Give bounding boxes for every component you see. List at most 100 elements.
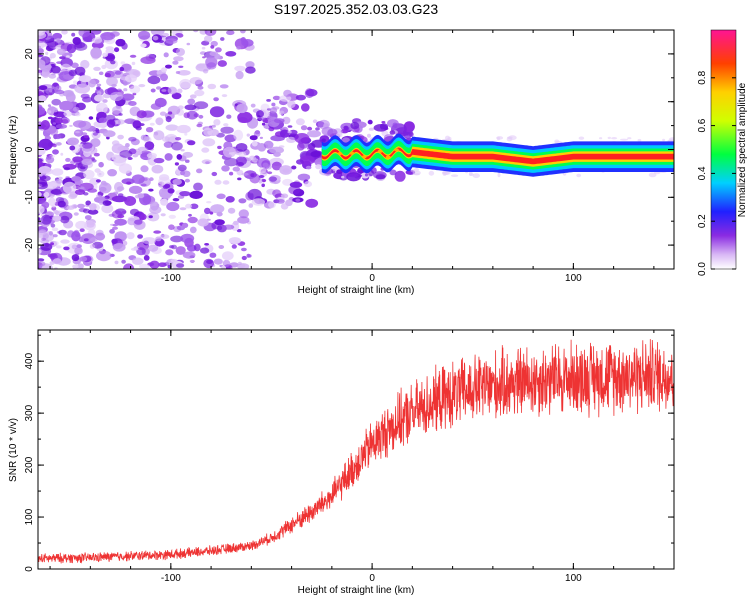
spectrogram-hotspot [377, 149, 383, 153]
spectrogram-noise-blob [222, 224, 235, 230]
colorbar-label: Normalized spectral amplitude [737, 82, 748, 217]
spectrogram-noise-blob [187, 140, 196, 146]
spectrogram-noise-blob [250, 173, 255, 178]
spectrogram-noise-blob [120, 61, 126, 65]
spectrogram-noise-blob [135, 126, 142, 131]
spectrogram-noise-blob [102, 99, 108, 103]
spectrogram-noise-blob [75, 220, 87, 230]
spectrogram-noise-blob [234, 65, 246, 72]
spectrogram-noise-blob [55, 211, 60, 216]
spectrogram-noise-blob [189, 94, 197, 99]
spectrogram-noise-blob [288, 185, 301, 195]
spectrogram-noise-blob [189, 226, 197, 234]
spectrogram-noise-blob [177, 70, 191, 76]
spectrogram-noise-blob [149, 177, 154, 182]
spectrogram-noise-blob [469, 173, 474, 176]
spectrogram-noise-blob [151, 164, 164, 174]
spectrogram-noise-blob [172, 178, 182, 186]
spectrogram-noise-blob [451, 174, 459, 177]
spectrogram-noise-blob [165, 64, 172, 69]
spectrogram-noise-blob [75, 131, 80, 134]
spectrogram-noise-blob [123, 81, 128, 86]
spectrogram-noise-blob [139, 263, 150, 269]
spectrogram-noise-blob [271, 102, 276, 107]
spectrogram-noise-blob [59, 100, 74, 111]
spectrogram-noise-blob [189, 190, 203, 199]
spectrogram-noise-blob [226, 114, 232, 119]
spectrogram-noise-blob [179, 191, 191, 197]
spectrogram-noise-blob [263, 140, 274, 149]
spectrogram-noise-blob [272, 189, 282, 197]
spectrogram-noise-blob [55, 117, 63, 124]
colorbar-tick-label: 0.0 [697, 262, 708, 276]
spectrogram-noise-blob [65, 157, 71, 162]
spectrogram-noise-blob [206, 201, 212, 204]
spectrogram-noise-blob [121, 210, 127, 214]
spectrogram-y-label: Frequency (Hz) [8, 116, 19, 185]
spectrogram-noise-blob [55, 123, 68, 129]
spectrogram-noise-blob [173, 56, 184, 62]
spectrogram-noise-blob [175, 246, 186, 255]
spectrogram-noise-blob [95, 232, 106, 241]
spectrogram-noise-blob [147, 75, 161, 85]
spectrogram-noise-blob [268, 201, 276, 209]
spectrogram-noise-blob [202, 138, 216, 147]
spectrogram-noise-blob [91, 157, 95, 161]
spectrogram-noise-blob [71, 254, 80, 262]
spectrogram-noise-blob [69, 124, 73, 127]
spectrogram-noise-blob [115, 38, 126, 47]
spectrogram-noise-blob [413, 167, 420, 172]
spectrogram-noise-blob [261, 122, 266, 126]
spectrogram-noise-blob [258, 175, 265, 178]
spectrogram-noise-blob [297, 142, 305, 151]
spectrogram-noise-blob [172, 60, 179, 65]
spectrogram-noise-blob [203, 127, 213, 137]
spectrogram-noise-blob [185, 203, 192, 209]
spectrogram-noise-blob [142, 237, 157, 245]
spectrogram-noise-blob [83, 238, 89, 242]
spectrogram-noise-blob [236, 103, 248, 114]
spectrogram-noise-blob [216, 132, 225, 138]
snr-y-tick-label: 0 [24, 566, 35, 572]
spectrogram-noise-blob [124, 74, 137, 83]
spectrogram-noise-blob [180, 149, 185, 152]
spectrogram-noise-blob [184, 132, 188, 136]
spectrogram-noise-blob [72, 106, 80, 112]
spectrogram-noise-blob [96, 86, 101, 90]
spectrogram-noise-blob [232, 166, 240, 172]
spectrogram-noise-blob [58, 49, 63, 53]
spectrogram-noise-blob [189, 77, 203, 85]
spectrogram-noise-blob [237, 162, 244, 167]
spectrogram-noise-blob [82, 142, 93, 149]
spectrogram-noise-blob [116, 186, 125, 192]
spectrogram-noise-blob [367, 119, 373, 125]
spectrogram-noise-blob [130, 247, 139, 251]
spectrogram-noise-blob [245, 66, 256, 74]
spectrogram-noise-blob [211, 124, 216, 128]
spectrogram-noise-blob [282, 116, 291, 125]
spectrogram-noise-blob [56, 142, 62, 146]
spectrogram-noise-blob [93, 66, 101, 71]
spectrogram-noise-blob [341, 175, 345, 179]
spectrogram-noise-blob [96, 194, 102, 198]
spectrogram-noise-blob [233, 220, 239, 226]
spectrogram-noise-blob [306, 147, 312, 150]
spectrogram-noise-blob [38, 85, 48, 91]
spectrogram-marks [38, 30, 674, 269]
spectrogram-noise-blob [78, 75, 92, 83]
spectrogram-noise-blob [96, 83, 102, 87]
spectrogram-noise-blob [134, 219, 143, 225]
spectrogram-noise-blob [201, 46, 206, 50]
spectrogram-noise-blob [137, 146, 148, 152]
spectrogram-noise-blob [38, 121, 42, 124]
spectrogram-noise-blob [231, 244, 237, 249]
chart-title: S197.2025.352.03.03.G23 [274, 1, 438, 17]
spectrogram-noise-blob [205, 161, 210, 165]
snr-series-line [38, 339, 674, 564]
spectrogram-noise-blob [201, 147, 210, 153]
spectrogram-noise-blob [140, 165, 149, 173]
spectrogram-noise-blob [136, 247, 146, 256]
spectrogram-noise-blob [103, 130, 116, 138]
spectrogram-noise-blob [193, 182, 203, 191]
